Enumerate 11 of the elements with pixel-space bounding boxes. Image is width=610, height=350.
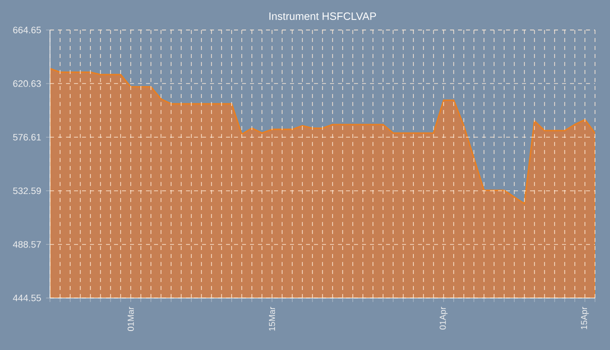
x-tick-label: 15Mar — [269, 306, 276, 331]
y-tick-label: 664.65 — [13, 26, 41, 34]
y-tick-label: 576.61 — [13, 134, 41, 140]
y-tick-label: 488.57 — [12, 241, 41, 248]
x-tick-label: 01Mar — [128, 306, 134, 331]
y-tick-label: 532.59 — [13, 188, 41, 194]
x-tick-label: 01Apr — [440, 306, 448, 330]
chart-title: Instrument HSFCLVAP — [269, 12, 376, 20]
x-tick-label: 15Apr — [581, 306, 589, 330]
y-tick-label: 444.55 — [12, 294, 41, 302]
y-tick-label: 620.63 — [13, 80, 41, 87]
